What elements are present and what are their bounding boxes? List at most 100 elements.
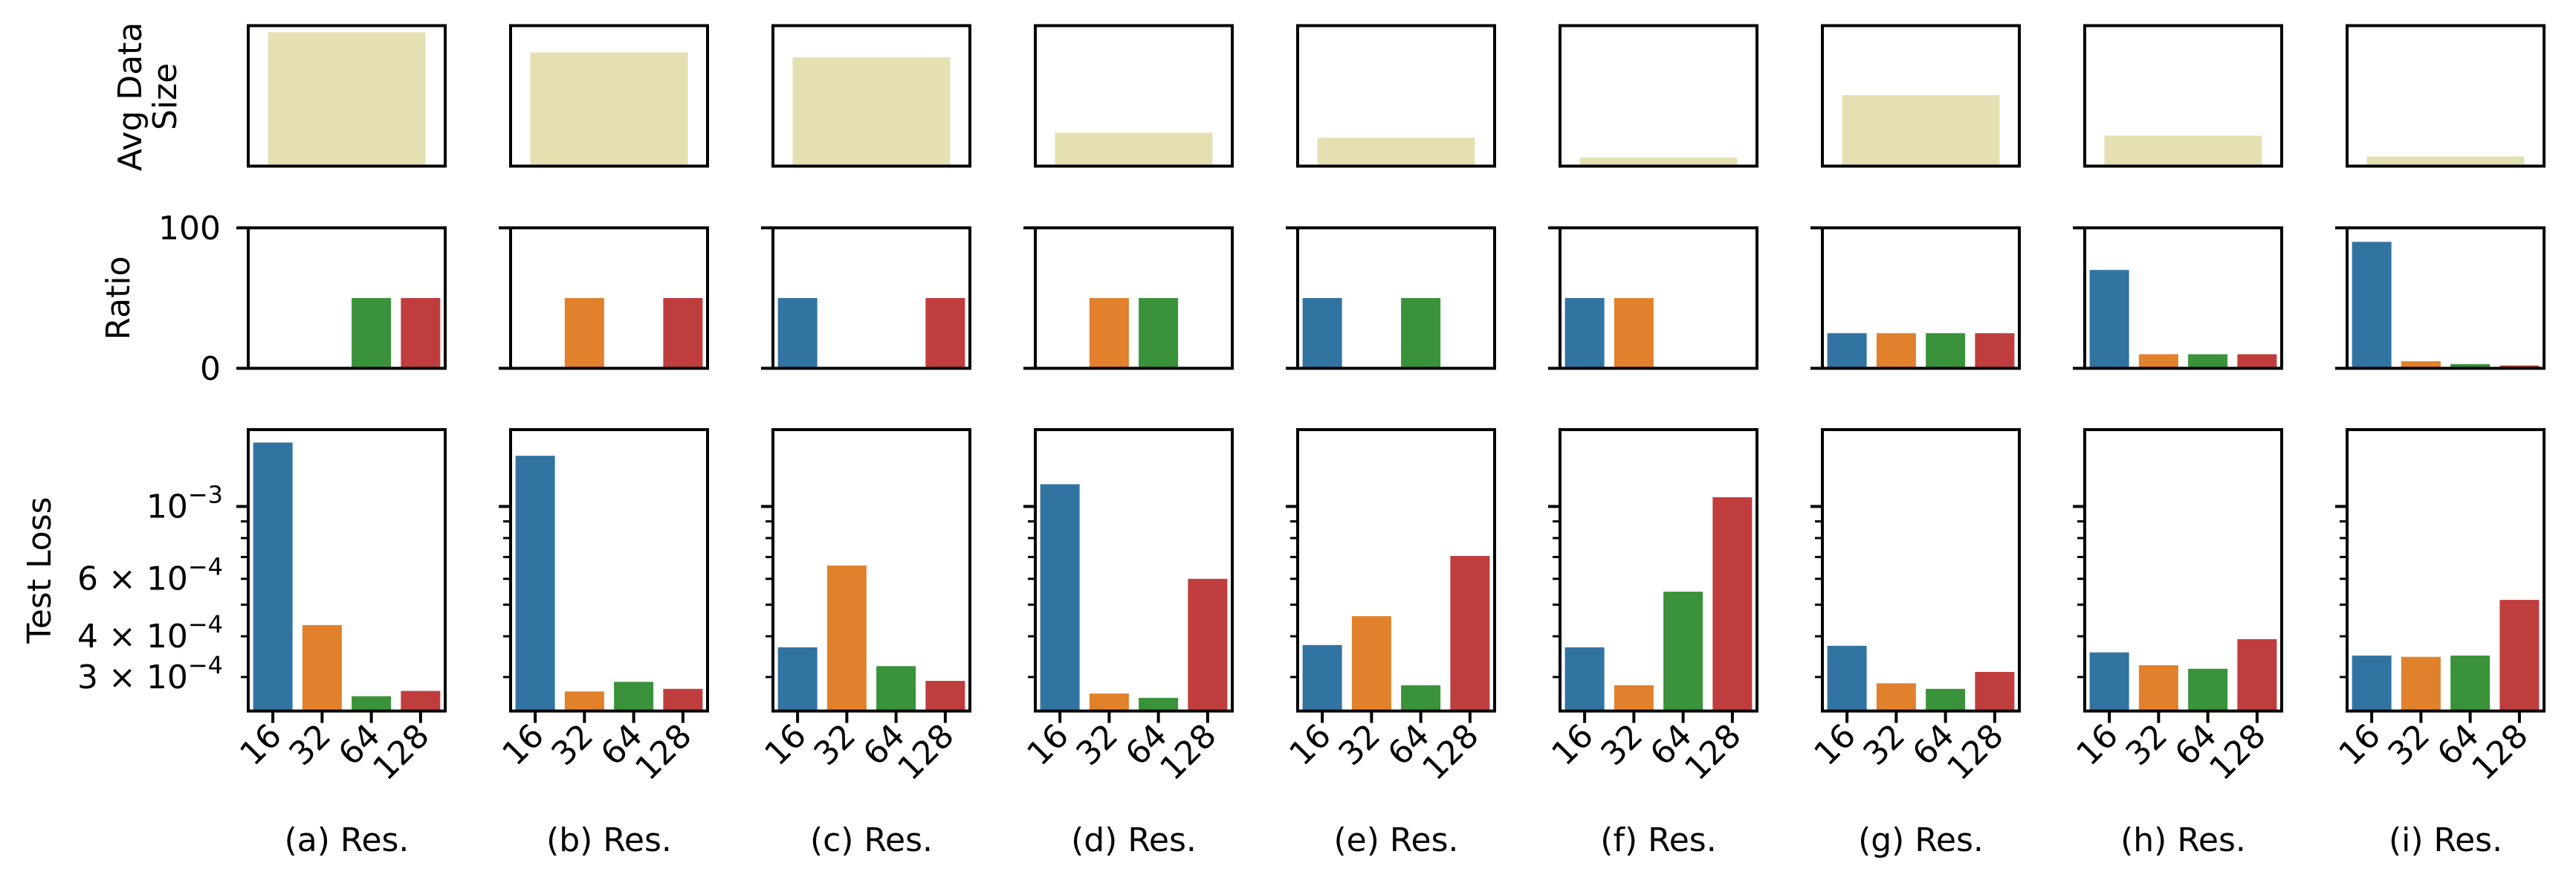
avg-data-size-bar-f <box>1579 158 1738 166</box>
test-loss-bar-b-32 <box>564 691 604 711</box>
avg-data-size-bar-e <box>1317 138 1475 166</box>
ratio-bar-a-64 <box>352 298 392 369</box>
avg-data-size-bar-d <box>1055 132 1213 166</box>
test-loss-axes-a <box>247 428 447 713</box>
ratio-bar-c-16 <box>777 298 818 369</box>
ylabel-avg-data-size-line2: Size <box>146 63 184 130</box>
ratio-axes-i <box>2346 226 2546 370</box>
test-loss-bar-c-128 <box>925 681 965 711</box>
test-loss-axes-i <box>2346 428 2546 713</box>
xtick-label-g-32: 32 <box>1856 717 1912 773</box>
ratio-axes-b <box>509 226 709 370</box>
test-loss-bar-d-64 <box>1139 697 1179 711</box>
ratio-bar-g-128 <box>1975 333 2015 369</box>
xtick-label-g-128: 128 <box>1940 717 2010 787</box>
test-loss-bar-g-16 <box>1827 645 1867 711</box>
xtick-label-a-32: 32 <box>282 717 338 773</box>
test-loss-bar-c-32 <box>826 565 867 711</box>
avg-data-size-axes-b <box>509 24 709 168</box>
test-loss-bar-e-32 <box>1351 615 1391 711</box>
ratio-bar-e-16 <box>1302 298 1342 369</box>
xtick-label-i-16: 16 <box>2331 717 2388 773</box>
xtick-label-h-128: 128 <box>2202 717 2273 787</box>
caption-d: (d) Res. <box>1071 821 1197 859</box>
xtick-label-d-128: 128 <box>1153 717 1223 787</box>
ylabel-avg-data-size-line1: Avg Data <box>111 22 149 172</box>
ylabel-test-loss: Test Loss <box>21 497 59 644</box>
avg-data-size-axes-h <box>2083 24 2283 168</box>
ratio-bar-d-64 <box>1139 298 1179 369</box>
avg-data-size-axes-f <box>1559 24 1758 168</box>
test-loss-bar-g-32 <box>1876 683 1916 711</box>
avg-data-size-axes-a <box>247 24 447 168</box>
test-loss-bar-a-16 <box>253 442 293 711</box>
test-loss-bar-f-64 <box>1663 592 1703 711</box>
ratio-bar-b-32 <box>564 298 604 369</box>
test-loss-axes-g <box>1821 428 2021 713</box>
ratio-axes-d <box>1034 226 1234 370</box>
ratio-ytick-label-100: 100 <box>158 210 221 248</box>
xtick-label-e-128: 128 <box>1415 717 1486 787</box>
ratio-bar-f-16 <box>1564 298 1605 369</box>
avg-data-size-axes-e <box>1296 24 1496 168</box>
avg-data-size-axes-g <box>1821 24 2021 168</box>
test-loss-bar-d-16 <box>1040 484 1080 711</box>
test-loss-bar-b-64 <box>614 682 654 711</box>
test-loss-bar-i-32 <box>2401 656 2441 711</box>
ratio-bar-g-32 <box>1876 333 1916 369</box>
test-loss-axes-f <box>1559 428 1758 713</box>
avg-data-size-bar-c <box>792 57 951 166</box>
avg-data-size-bar-g <box>1842 94 2000 166</box>
ratio-bar-h-128 <box>2237 354 2277 369</box>
xtick-label-b-32: 32 <box>544 717 601 773</box>
test-loss-ytick-label-0: 10−3 <box>146 480 223 526</box>
ratio-bar-c-128 <box>925 298 965 369</box>
xtick-label-c-128: 128 <box>890 717 961 787</box>
test-loss-axes-c <box>771 428 971 713</box>
ratio-ytick-label-0: 0 <box>200 350 221 388</box>
test-loss-bar-f-128 <box>1712 497 1753 711</box>
ratio-bar-i-64 <box>2450 363 2491 369</box>
xtick-label-a-128: 128 <box>366 717 436 787</box>
test-loss-bar-h-64 <box>2188 668 2228 711</box>
caption-i: (i) Res. <box>2389 821 2502 859</box>
test-loss-bar-d-128 <box>1188 578 1228 711</box>
test-loss-bar-e-64 <box>1401 685 1441 711</box>
test-loss-bar-d-32 <box>1089 693 1129 711</box>
test-loss-axes-d <box>1034 428 1234 713</box>
test-loss-bar-b-128 <box>663 688 703 711</box>
xtick-label-f-32: 32 <box>1593 717 1650 773</box>
xtick-label-b-128: 128 <box>628 717 699 787</box>
ratio-bar-i-16 <box>2352 242 2392 369</box>
test-loss-bar-h-32 <box>2138 665 2178 711</box>
avg-data-size-axes-c <box>771 24 971 168</box>
test-loss-bar-a-32 <box>302 624 342 711</box>
avg-data-size-bar-b <box>530 52 688 166</box>
test-loss-bar-b-16 <box>515 456 555 711</box>
test-loss-bar-i-128 <box>2499 600 2540 711</box>
xtick-label-e-32: 32 <box>1331 717 1388 773</box>
test-loss-ytick-labels: 10−3 6 × 10−4 4 × 10−43 × 10−4 <box>77 480 223 696</box>
caption-a: (a) Res. <box>285 821 410 859</box>
test-loss-axes-b <box>509 428 709 713</box>
ratio-axes-g <box>1821 226 2021 370</box>
ratio-bar-f-32 <box>1614 298 1654 369</box>
ylabel-ratio: Ratio <box>100 256 137 340</box>
caption-b: (b) Res. <box>546 821 672 859</box>
ratio-bar-e-64 <box>1401 298 1441 369</box>
test-loss-ytick-label-1: 6 × 10−4 <box>77 553 223 598</box>
test-loss-bar-h-128 <box>2237 638 2277 711</box>
row-labels: Avg Data Size Ratio Test Loss 100 0 <box>21 22 221 644</box>
ratio-axes-c <box>771 226 971 370</box>
ratio-axes-e <box>1296 226 1496 370</box>
test-loss-bar-f-32 <box>1614 685 1654 711</box>
xtick-label-d-16: 16 <box>1020 717 1076 773</box>
xtick-label-a-16: 16 <box>233 717 289 773</box>
